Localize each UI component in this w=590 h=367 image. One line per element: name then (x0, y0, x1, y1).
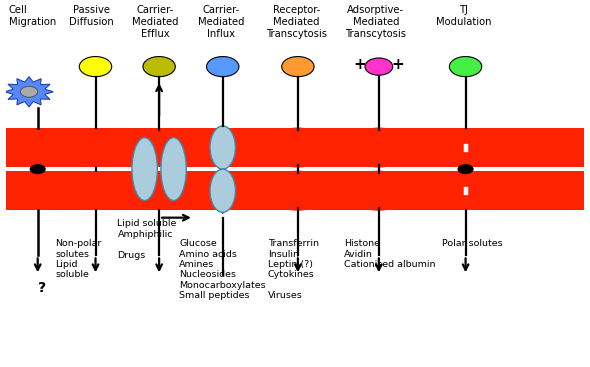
Ellipse shape (132, 138, 158, 201)
Text: Carrier-
Mediated
Influx: Carrier- Mediated Influx (198, 6, 244, 39)
Text: Non-polar
solutes
Lipid
soluble: Non-polar solutes Lipid soluble (55, 239, 101, 279)
Bar (6, 171, 584, 211)
Text: Glucose
Amino acids
Amines
Nucleosides
Monocarboxylates
Small peptides: Glucose Amino acids Amines Nucleosides M… (179, 239, 266, 300)
Text: Carrier-
Mediated
Efflux: Carrier- Mediated Efflux (132, 6, 178, 39)
Text: ?: ? (38, 281, 47, 295)
Text: TJ
Modulation: TJ Modulation (436, 6, 491, 27)
Text: Lipid soluble
Amphiphilic

Drugs: Lipid soluble Amphiphilic Drugs (117, 219, 177, 260)
Text: +: + (353, 57, 366, 72)
Text: Receptor-
Mediated
Transcytosis: Receptor- Mediated Transcytosis (266, 6, 327, 39)
Ellipse shape (210, 126, 235, 169)
Circle shape (206, 57, 239, 77)
Ellipse shape (161, 138, 186, 201)
Ellipse shape (210, 169, 235, 212)
Text: Histone
Avidin
Cationised albumin: Histone Avidin Cationised albumin (344, 239, 435, 269)
Circle shape (79, 57, 112, 77)
Polygon shape (5, 77, 53, 107)
Text: Cell
Migration: Cell Migration (9, 6, 56, 27)
Text: Adsorptive-
Mediated
Transcytosis: Adsorptive- Mediated Transcytosis (346, 6, 407, 39)
Circle shape (281, 57, 314, 77)
Text: Transferrin
Insulin
Leptin (?)
Cytokines

Viruses: Transferrin Insulin Leptin (?) Cytokines… (268, 239, 319, 300)
Text: Passive
Diffusion: Passive Diffusion (69, 6, 114, 27)
Circle shape (365, 58, 393, 75)
Circle shape (457, 164, 474, 174)
Circle shape (30, 164, 46, 174)
Circle shape (143, 57, 175, 77)
Circle shape (450, 57, 482, 77)
Ellipse shape (20, 86, 38, 97)
Text: +: + (392, 57, 404, 72)
Text: Polar solutes: Polar solutes (442, 239, 503, 248)
Bar (6, 128, 584, 167)
